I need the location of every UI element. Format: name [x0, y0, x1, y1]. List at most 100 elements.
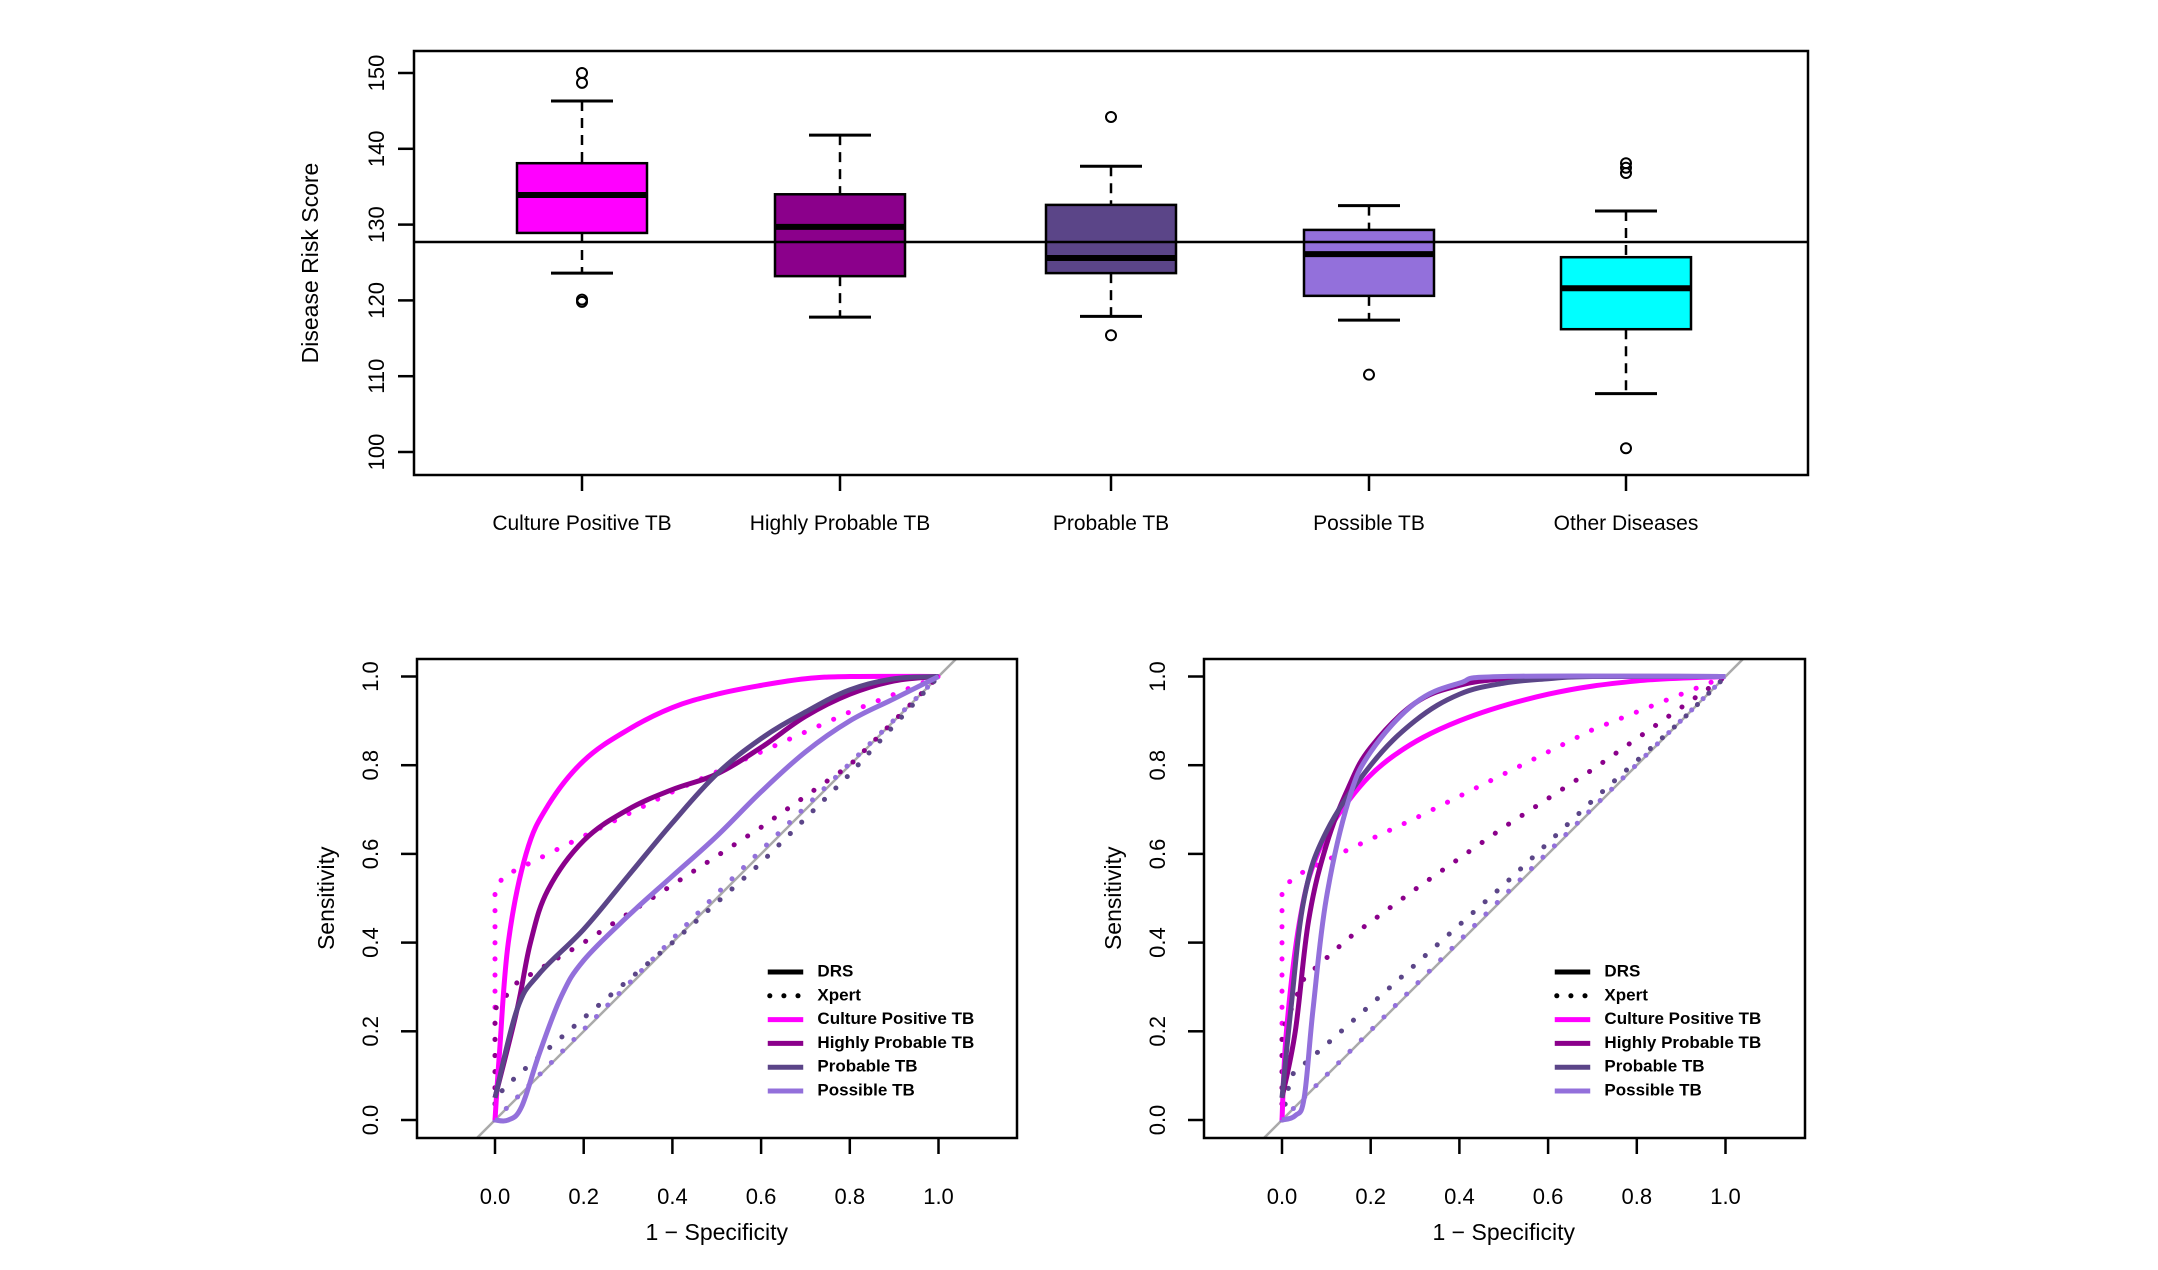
x-tick-label-culture-positive-tb: Culture Positive TB	[492, 512, 671, 535]
legend-item-possible-tb: Possible TB	[767, 1080, 915, 1099]
x-tick-label-0-0: 0.0	[480, 1184, 511, 1209]
roc-left-plot-area	[475, 659, 958, 1138]
series-xpert-probable-tb	[1279, 674, 1728, 1123]
roc-right-y-axis-title: Sensitivity	[1100, 846, 1126, 950]
outlier-point	[576, 295, 588, 308]
roc-right-frame	[1202, 657, 1807, 1140]
iqr-box	[515, 161, 649, 235]
iqr-box	[1302, 228, 1436, 298]
x-tick-label-0-8: 0.8	[835, 1184, 866, 1209]
legend-label: DRS	[1604, 961, 1640, 980]
diagonal-reference-line	[1262, 659, 1745, 1138]
y-tick-label-140: 140	[364, 130, 389, 167]
boxplot-panel: Disease Risk Score 100 110 120 130 140 150 Cul…	[297, 49, 1810, 535]
series-xpert-culture-positive-tb	[492, 674, 941, 1123]
x-tick-label-highly-probable-tb: Highly Probable TB	[750, 512, 931, 535]
y-tick-label-0-2: 0.2	[1145, 1016, 1170, 1047]
box-probable-tb	[1044, 110, 1178, 342]
outlier-point	[1105, 329, 1117, 342]
iqr-box	[1044, 203, 1178, 275]
series-xpert-highly-probable-tb	[1279, 674, 1728, 1123]
legend-label: Probable TB	[1604, 1057, 1704, 1076]
y-tick-label-120: 120	[364, 282, 389, 319]
legend-label: Possible TB	[1604, 1080, 1701, 1099]
series-drs-probable-tb	[492, 674, 939, 1099]
y-tick-label-0-0: 0.0	[1145, 1105, 1170, 1136]
legend-item-highly-probable-tb: Highly Probable TB	[767, 1033, 974, 1052]
outlier-point	[1620, 167, 1632, 180]
x-tick-label-0-8: 0.8	[1622, 1184, 1653, 1209]
box-highly-probable-tb	[773, 133, 907, 319]
legend-label: Culture Positive TB	[817, 1009, 974, 1028]
outlier-point	[1620, 442, 1632, 455]
roc-left-frame	[415, 657, 1019, 1140]
series-drs-possible-tb	[494, 674, 940, 1124]
iqr-box	[773, 193, 907, 278]
y-tick-label-0-0: 0.0	[358, 1105, 383, 1136]
legend-item-possible-tb: Possible TB	[1554, 1080, 1702, 1099]
legend-item-drs: DRS	[1554, 961, 1640, 980]
legend-item-culture-positive-tb: Culture Positive TB	[767, 1009, 974, 1028]
y-tick-label-150: 150	[364, 55, 389, 92]
y-tick-label-0-6: 0.6	[1145, 839, 1170, 870]
y-tick-label-100: 100	[364, 434, 389, 471]
legend-item-culture-positive-tb: Culture Positive TB	[1554, 1009, 1761, 1028]
legend-label: Xpert	[817, 985, 861, 1004]
y-tick-label-130: 130	[364, 206, 389, 243]
boxplot-y-axis-title: Disease Risk Score	[297, 163, 323, 364]
legend-item-probable-tb: Probable TB	[1554, 1057, 1705, 1076]
x-tick-label-other-diseases: Other Diseases	[1554, 512, 1699, 535]
outlier-point	[1105, 110, 1117, 123]
y-tick-label-110: 110	[364, 359, 389, 394]
legend-item-xpert: Xpert	[767, 985, 861, 1004]
legend-label: DRS	[817, 961, 853, 980]
x-tick-label-1-0: 1.0	[1710, 1184, 1741, 1209]
box-possible-tb	[1302, 204, 1436, 381]
x-tick-label-0-2: 0.2	[568, 1184, 599, 1209]
y-tick-label-1-0: 1.0	[358, 661, 383, 692]
series-xpert-probable-tb	[492, 674, 941, 1123]
series-xpert-culture-positive-tb	[1279, 674, 1728, 1123]
y-tick-label-0-8: 0.8	[358, 750, 383, 781]
legend-label: Highly Probable TB	[817, 1033, 974, 1052]
y-tick-label-0-4: 0.4	[1145, 927, 1170, 958]
diagonal-reference-line	[475, 659, 958, 1138]
outlier-point	[1363, 368, 1375, 381]
outlier-point	[1620, 161, 1632, 174]
outlier-point	[576, 67, 588, 79]
legend-label: Possible TB	[817, 1080, 914, 1099]
roc-right-plot-area	[1262, 659, 1745, 1138]
box-other-diseases	[1559, 157, 1693, 455]
outlier-point	[576, 76, 588, 89]
roc-left-legend: DRS Xpert Culture Positive TB Highly Probab…	[767, 961, 974, 1099]
roc-panel-left: 1 − Specificity Sensitivity 0.0 0.2 0.4 0.6…	[313, 657, 1019, 1245]
legend-label: Probable TB	[817, 1057, 917, 1076]
legend-item-probable-tb: Probable TB	[767, 1057, 918, 1076]
y-tick-label-0-2: 0.2	[358, 1016, 383, 1047]
legend-item-xpert: Xpert	[1554, 985, 1648, 1004]
roc-left-x-axis-title: 1 − Specificity	[645, 1219, 788, 1245]
legend-label: Culture Positive TB	[1604, 1009, 1761, 1028]
iqr-box	[1559, 255, 1693, 331]
x-tick-label-0-4: 0.4	[1444, 1184, 1475, 1209]
roc-right-x-axis-title: 1 − Specificity	[1432, 1219, 1575, 1245]
x-tick-label-1-0: 1.0	[923, 1184, 954, 1209]
series-drs-culture-positive-tb	[492, 673, 939, 1121]
legend-label: Xpert	[1604, 985, 1648, 1004]
x-tick-label-0-6: 0.6	[1533, 1184, 1564, 1209]
legend-label: Highly Probable TB	[1604, 1033, 1761, 1052]
roc-right-legend: DRS Xpert Culture Positive TB Highly Probab…	[1554, 961, 1761, 1099]
x-tick-label-0-6: 0.6	[746, 1184, 777, 1209]
series-drs-possible-tb	[1281, 673, 1726, 1123]
roc-left-y-axis-title: Sensitivity	[313, 846, 339, 950]
roc-panel-right: 1 − Specificity Sensitivity 0.0 0.2 0.4 0.6…	[1100, 657, 1807, 1245]
box-culture-positive-tb	[515, 67, 649, 308]
x-tick-label-0-2: 0.2	[1355, 1184, 1386, 1209]
x-tick-label-0-0: 0.0	[1267, 1184, 1298, 1209]
y-tick-label-0-8: 0.8	[1145, 750, 1170, 781]
x-tick-label-probable-tb: Probable TB	[1053, 512, 1169, 535]
y-tick-label-0-4: 0.4	[358, 927, 383, 958]
series-drs-highly-probable-tb	[492, 674, 939, 1099]
legend-item-highly-probable-tb: Highly Probable TB	[1554, 1033, 1761, 1052]
